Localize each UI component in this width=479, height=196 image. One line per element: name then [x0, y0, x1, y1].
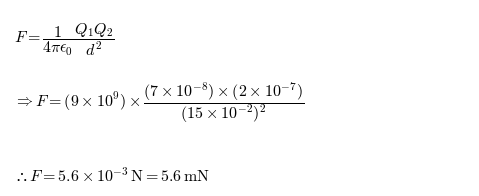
Text: $\therefore F = 5.6 \times 10^{-3} \, {\rm N} = 5.6 \, {\rm mN}$: $\therefore F = 5.6 \times 10^{-3} \, {\…	[14, 168, 210, 185]
Text: $F = \dfrac{1}{4\pi\epsilon_0} \dfrac{Q_1Q_2}{d^2}$: $F = \dfrac{1}{4\pi\epsilon_0} \dfrac{Q_…	[14, 21, 115, 58]
Text: $\Rightarrow F = (9 \times 10^{9}) \times \dfrac{(7 \times 10^{-8}) \times (2 \t: $\Rightarrow F = (9 \times 10^{9}) \time…	[14, 81, 305, 126]
